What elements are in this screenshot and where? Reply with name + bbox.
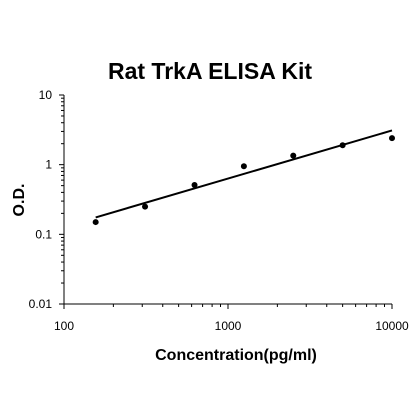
data-point [339,142,346,149]
y-ticks: 10 1 0.1 0.01 [29,88,64,311]
data-point [92,219,99,226]
x-tick-label: 100 [54,319,74,333]
x-tick-label: 1000 [215,319,242,333]
data-point [389,135,395,142]
x-ticks: 100 1000 10000 [54,304,409,333]
x-tick-label: 10000 [375,319,409,333]
y-tick-label: 0.1 [35,227,52,241]
y-tick-label: 0.01 [29,297,53,311]
fit-line [95,129,393,219]
y-tick-label: 10 [39,88,53,102]
data-points [92,135,395,226]
chart-title: Rat TrkA ELISA Kit [108,58,312,84]
x-axis-label: Concentration(pg/ml) [155,347,317,364]
data-point [142,203,149,210]
data-point [290,152,297,159]
y-axis-label: O.D. [11,184,28,217]
data-point [191,182,198,189]
data-point [240,163,247,170]
y-tick-label: 1 [45,158,52,172]
